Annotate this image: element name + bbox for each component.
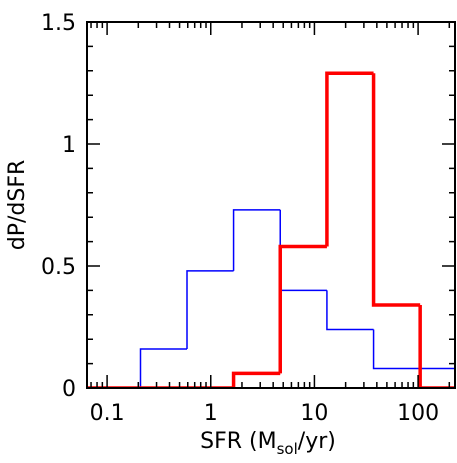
y-tick-label: 1 bbox=[62, 133, 76, 158]
histogram-bin bbox=[279, 209, 327, 292]
histogram-bin bbox=[326, 290, 374, 331]
plot-frame bbox=[86, 21, 456, 389]
y-tick-label: 0 bbox=[62, 377, 76, 402]
histogram-bin bbox=[372, 329, 421, 370]
x-axis-label: SFR (Msol/yr) bbox=[200, 429, 336, 458]
histogram-bin bbox=[231, 371, 281, 388]
x-tick-label: 1 bbox=[204, 401, 218, 426]
x-label-main: SFR (M bbox=[200, 429, 276, 454]
histogram-bin bbox=[371, 73, 421, 307]
histogram-bin bbox=[278, 244, 327, 374]
ticks: 0.1 1 10 100 0 0.5 1 1.5 bbox=[41, 11, 455, 426]
y-tick-label: 0.5 bbox=[41, 255, 76, 280]
histogram bbox=[87, 71, 455, 388]
y-axis-label: dP/dSFR bbox=[5, 160, 30, 251]
histogram-bin bbox=[418, 305, 455, 388]
histogram-bin bbox=[139, 348, 188, 388]
x-label-sub: sol bbox=[277, 440, 298, 458]
x-tick-label: 100 bbox=[397, 401, 439, 426]
x-tick-label: 10 bbox=[300, 401, 328, 426]
y-tick-label: 1.5 bbox=[41, 11, 76, 36]
x-label-after: /yr) bbox=[298, 429, 336, 454]
x-tick-label: 0.1 bbox=[90, 401, 125, 426]
histogram-bin bbox=[232, 209, 281, 271]
histogram-bin bbox=[325, 71, 374, 247]
histogram-bin bbox=[186, 270, 234, 349]
